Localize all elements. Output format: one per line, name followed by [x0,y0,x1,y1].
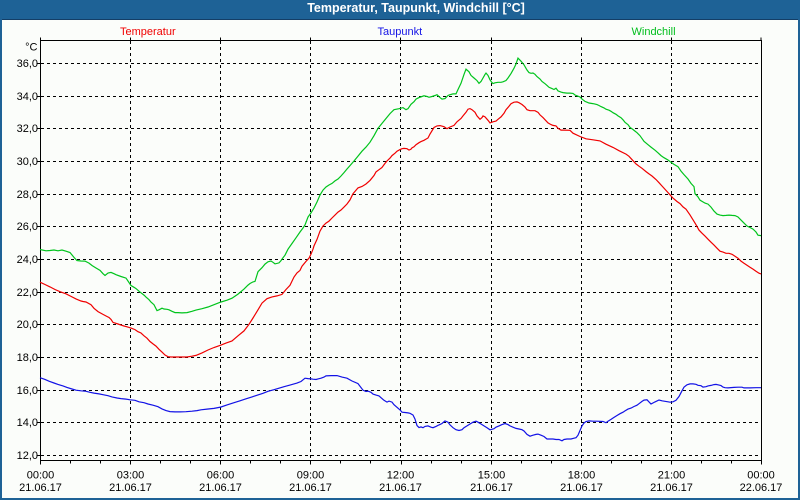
svg-text:34,0: 34,0 [17,91,38,103]
svg-text:21.06.17: 21.06.17 [470,482,513,494]
svg-text:21.06.17: 21.06.17 [19,482,62,494]
svg-text:16,0: 16,0 [17,385,38,397]
svg-text:15:00: 15:00 [478,470,506,482]
svg-text:12:00: 12:00 [387,470,415,482]
svg-text:18,0: 18,0 [17,352,38,364]
svg-text:32,0: 32,0 [17,123,38,135]
svg-text:21.06.17: 21.06.17 [109,482,152,494]
svg-text:18:00: 18:00 [568,470,596,482]
svg-text:21.06.17: 21.06.17 [289,482,332,494]
svg-text:21.06.17: 21.06.17 [379,482,422,494]
svg-text:00:00: 00:00 [747,470,775,482]
svg-text:24,0: 24,0 [17,254,38,266]
svg-text:21.06.17: 21.06.17 [650,482,693,494]
svg-text:22.06.17: 22.06.17 [740,482,783,494]
svg-text:22,0: 22,0 [17,287,38,299]
svg-text:12,0: 12,0 [17,450,38,462]
svg-text:36,0: 36,0 [17,58,38,70]
svg-text:°C: °C [25,42,37,54]
svg-text:28,0: 28,0 [17,189,38,201]
svg-text:21:00: 21:00 [658,470,686,482]
svg-text:09:00: 09:00 [297,470,325,482]
svg-text:03:00: 03:00 [117,470,145,482]
svg-text:21.06.17: 21.06.17 [560,482,603,494]
svg-text:20,0: 20,0 [17,319,38,331]
svg-text:06:00: 06:00 [207,470,235,482]
svg-text:26,0: 26,0 [17,221,38,233]
svg-text:00:00: 00:00 [27,470,55,482]
svg-text:30,0: 30,0 [17,156,38,168]
svg-text:14,0: 14,0 [17,417,38,429]
svg-text:21.06.17: 21.06.17 [199,482,242,494]
